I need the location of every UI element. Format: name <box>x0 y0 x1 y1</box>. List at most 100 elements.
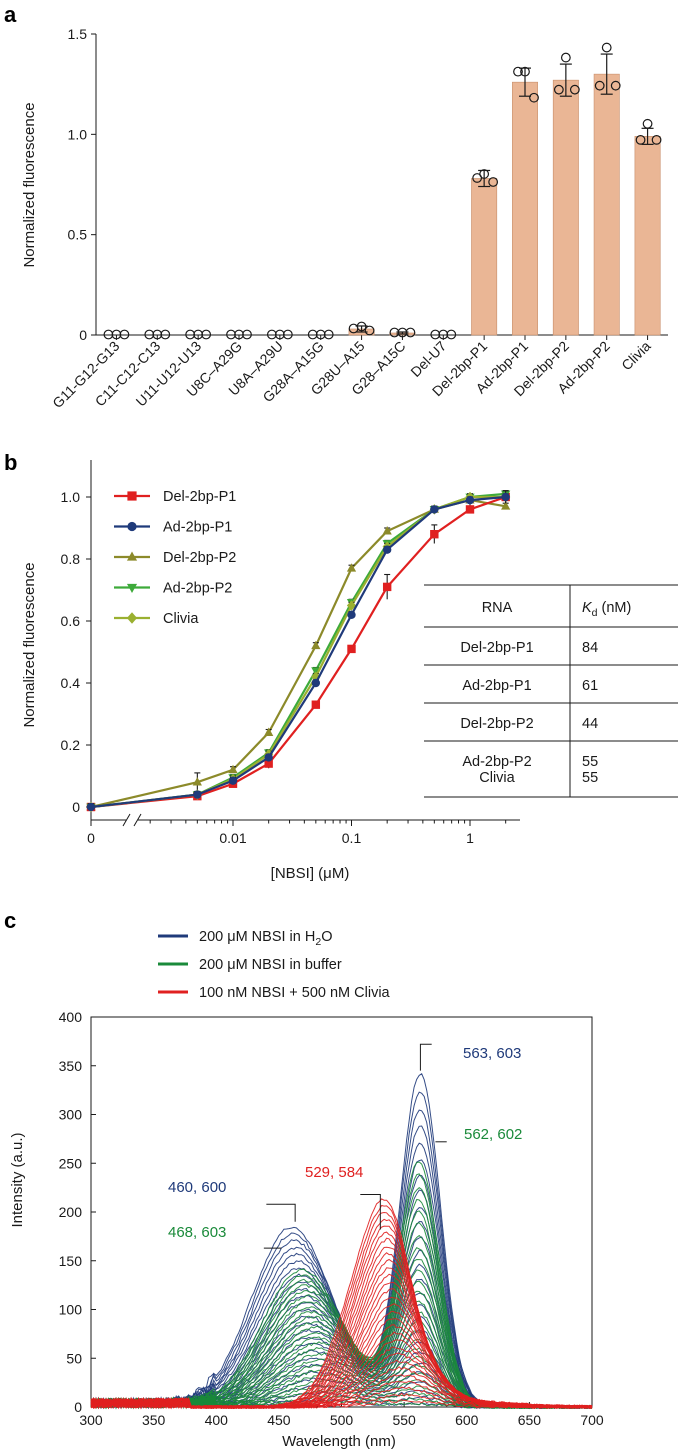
panel-a-data-point <box>119 329 130 340</box>
panel-a-letter: a <box>4 2 17 27</box>
panel-a-data-point <box>323 329 334 340</box>
panel-b-series-line <box>90 498 506 809</box>
panel-a-data-point <box>193 329 204 340</box>
panel-c-leader-line <box>360 1193 381 1230</box>
panel-a-data-point <box>553 84 564 95</box>
panel-b-table-kd-value: 55 <box>582 754 598 770</box>
panel-a-data-point <box>397 327 408 338</box>
panel-a-ytick-label: 0.5 <box>68 227 88 243</box>
panel-c-ytick-label: 400 <box>59 1009 83 1025</box>
panel-b-data-point <box>264 759 273 768</box>
panel-c-ytick-label: 250 <box>59 1155 83 1171</box>
panel-a-data-point <box>446 329 457 340</box>
panel-b-data-point <box>346 563 357 572</box>
panel-b-data-point <box>311 700 321 709</box>
panel-b-legend-label: Clivia <box>163 611 199 627</box>
panel-c-ytick-label: 150 <box>59 1253 83 1269</box>
panel-b-data-point <box>382 526 392 535</box>
panel-c-spectrum-h2o <box>90 1221 593 1409</box>
panel-b-ytick-label: 0.2 <box>61 737 81 753</box>
panel-a-bar <box>593 73 620 336</box>
panel-c-spectrum-buffer <box>90 1186 593 1410</box>
panel-b-letter: b <box>4 450 17 475</box>
panel-c-xtick-label: 650 <box>518 1412 542 1428</box>
panel-b-data-point <box>228 764 238 774</box>
panel-a-data-point <box>513 66 523 77</box>
panel-c-xlabel: Wavelength (nm) <box>282 1433 396 1450</box>
panel-c-xtick-label: 350 <box>142 1412 166 1428</box>
panel-b-legend-marker <box>126 612 138 624</box>
panel-a-ytick-label: 0 <box>79 327 87 343</box>
panel-b-legend-marker <box>126 551 138 561</box>
panel-c-annotation: 562, 602 <box>464 1126 522 1143</box>
panel-b-series-line <box>90 495 506 809</box>
panel-b-axis-break-mark <box>122 813 131 827</box>
panel-c-xtick-label: 400 <box>205 1412 229 1428</box>
panel-c-xtick-label: 450 <box>267 1412 291 1428</box>
panel-a-data-point <box>226 329 236 340</box>
panel-a-data-point <box>651 134 662 145</box>
panel-b-xtick-label: 0.1 <box>342 830 362 846</box>
panel-b-series-line <box>90 492 506 809</box>
panel-c-spectrum-h2o <box>90 1278 592 1409</box>
panel-b-data-point <box>430 505 439 514</box>
panel-c-xtick-label: 600 <box>455 1412 479 1428</box>
panel-b-data-point <box>264 753 273 762</box>
panel-a-data-point <box>488 177 499 187</box>
panel-b-table-kd-value: 55 <box>582 770 598 786</box>
panel-b-xtick-label: 1 <box>466 830 474 846</box>
panel-c-legend-label: 100 nM NBSI + 500 nM Clivia <box>199 985 391 1001</box>
panel-b-ylabel: Normalized fluorescence <box>21 562 38 727</box>
panel-b-table-kd-value: 44 <box>582 716 598 732</box>
panel-c-leader-line <box>266 1203 296 1222</box>
panel-b-legend-label: Ad-2bp-P2 <box>163 581 232 597</box>
panel-a-data-point <box>201 329 212 340</box>
panel-c-ylabel: Intensity (a.u.) <box>9 1132 26 1227</box>
panel-b-legend-label: Ad-2bp-P1 <box>163 520 232 536</box>
panel-c-letter: c <box>4 908 16 933</box>
panel-a-data-point <box>529 92 539 103</box>
panel-c-ytick-label: 0 <box>74 1399 82 1415</box>
panel-a-ylabel: Normalized fluorescence <box>21 102 38 267</box>
panel-b-data-point <box>346 600 357 611</box>
panel-c-spectra: c Intensity (a.u.) Wavelength (nm) 200 μ… <box>4 908 604 1450</box>
panel-b-table-rna: Del-2bp-P1 <box>460 640 533 656</box>
panel-b-data-point <box>347 610 356 619</box>
panel-a-data-point <box>594 80 605 91</box>
panel-a-ytick-label: 1.0 <box>68 126 88 142</box>
panel-a-data-point <box>601 42 612 53</box>
panel-b-data-point <box>311 678 321 688</box>
panel-b-legend-marker <box>127 521 137 532</box>
panel-b-data-point <box>382 545 392 554</box>
panel-b-ytick-label: 0.4 <box>61 675 81 691</box>
panel-a-data-point <box>266 329 277 340</box>
panel-b-data-point <box>228 776 238 785</box>
panel-a-data-point <box>152 329 163 340</box>
panel-c-ytick-label: 50 <box>66 1350 82 1366</box>
panel-b-data-point <box>501 501 511 510</box>
panel-a-bar <box>552 79 579 336</box>
panel-a-data-point <box>438 329 449 340</box>
panel-a-ytick-label: 1.5 <box>68 26 88 42</box>
panel-a-data-point <box>610 80 621 91</box>
panel-b-series-line <box>90 495 506 809</box>
panel-c-ytick-label: 100 <box>59 1302 83 1318</box>
panel-a-data-point <box>282 329 293 340</box>
panel-a-data-point <box>234 329 244 340</box>
panel-b-table-rna: Clivia <box>479 770 515 786</box>
panel-b-ytick-label: 0.6 <box>61 613 81 629</box>
panel-c-leader-line <box>419 1043 432 1071</box>
panel-a-bar <box>634 136 661 336</box>
panel-c-spectrum-h2o <box>90 1159 593 1409</box>
panel-a-data-point <box>479 169 490 179</box>
panel-b-axis-break-mark <box>133 813 142 827</box>
panel-b-series-line <box>90 495 507 809</box>
panel-b-data-point <box>192 777 202 786</box>
panel-b-ytick-label: 0 <box>72 799 80 815</box>
panel-b-xtick-label: 0.01 <box>219 830 246 846</box>
panel-b-table-rna: Ad-2bp-P1 <box>462 678 531 694</box>
panel-a-data-point <box>274 329 285 340</box>
panel-b-data-point <box>193 790 202 799</box>
panel-a-data-point <box>642 118 653 129</box>
